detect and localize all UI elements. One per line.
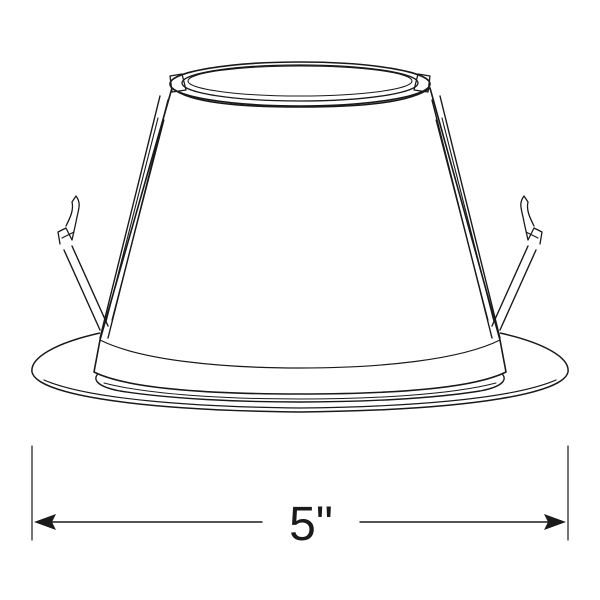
left-spring-bracket [99, 95, 169, 339]
right-spring-arm [491, 195, 543, 331]
top-opening [169, 61, 431, 107]
width-dimension: 5" [31, 445, 569, 551]
left-spring-arm [57, 195, 109, 331]
right-spring-bracket [431, 95, 501, 339]
dimension-label: 5" [289, 498, 333, 551]
arrow-right-icon [544, 514, 566, 530]
arrow-left-icon [34, 514, 56, 530]
reflector-cone [93, 87, 507, 395]
